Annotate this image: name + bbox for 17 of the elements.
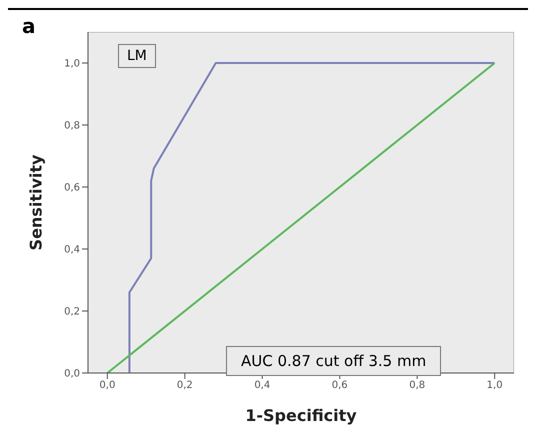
x-tick-label: 0,4 [254,380,270,392]
x-tick-label: 1,0 [486,380,503,392]
x-tick-label: 0,0 [99,380,116,392]
y-tick-label: 0,2 [64,306,80,318]
annotation: AUC 0.87 cut off 3.5 mm [226,346,442,376]
y-axis-title: Sensitivity [26,154,46,250]
x-tick-label: 0,6 [332,380,348,392]
x-tick-label: 0,8 [409,380,426,392]
y-tick-label: 0,6 [64,182,80,194]
y-tick-label: 0,4 [64,244,80,256]
x-tick-label: 0,2 [176,380,193,392]
text: a [22,14,36,38]
y-tick-label: 1,0 [64,58,80,70]
annotation: LM [118,44,156,68]
y-tick-label: 0,8 [64,120,80,132]
x-axis-title: 1-Specificity [245,406,358,425]
y-tick-label: 0,0 [64,368,80,380]
